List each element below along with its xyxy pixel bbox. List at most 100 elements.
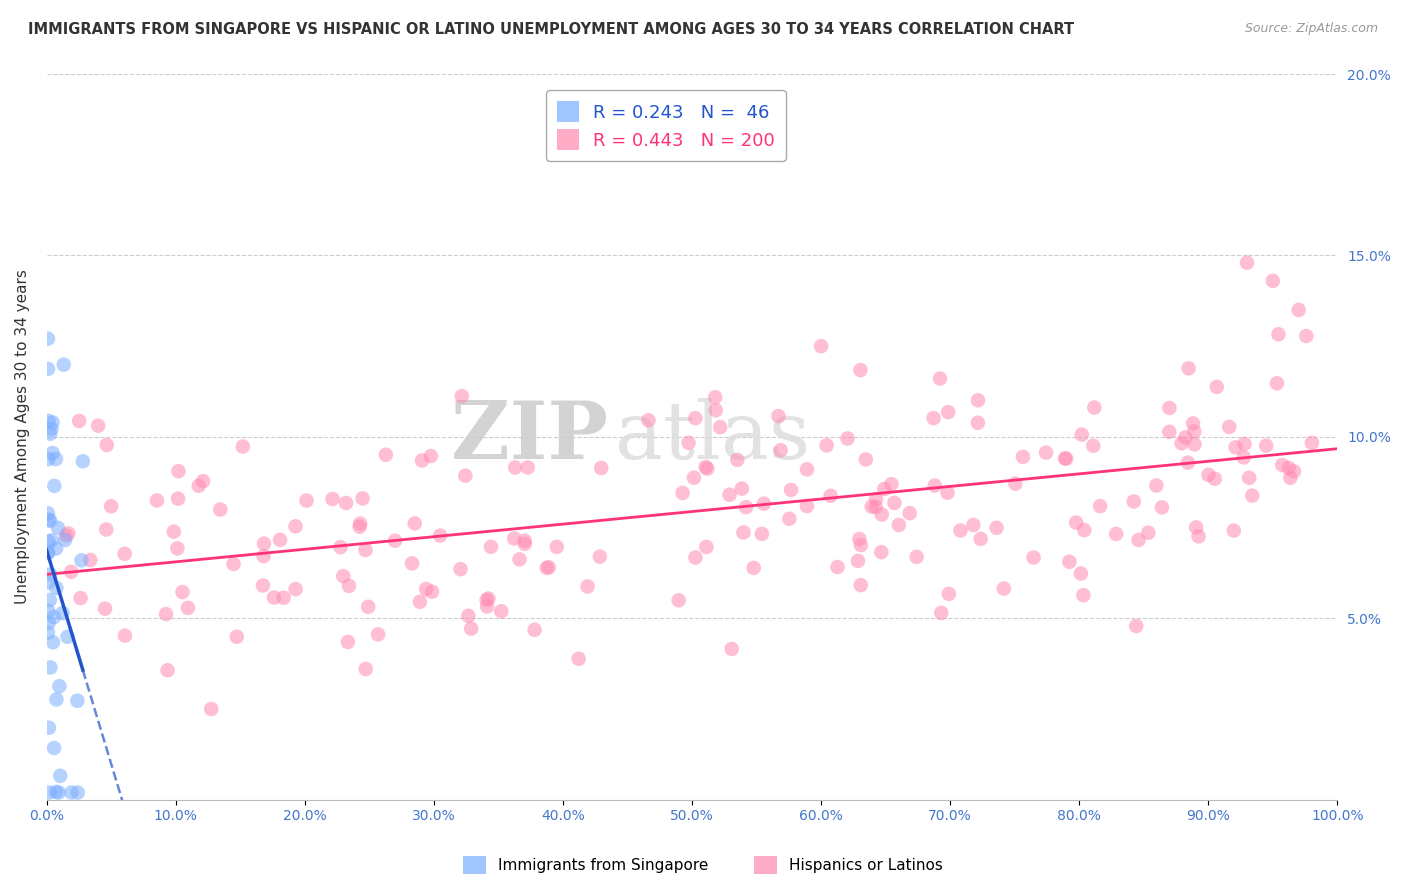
Point (100, 500, 122, 514)
Point (855, 452, 877, 467)
Point (1271, 458, 1294, 472)
Point (1267, 327, 1289, 342)
Point (546, 540, 568, 554)
Point (367, 627, 389, 641)
Point (962, 518, 984, 533)
Text: Source: ZipAtlas.com: Source: ZipAtlas.com (1244, 22, 1378, 36)
Point (924, 478, 946, 492)
Point (44, 479, 66, 493)
Point (87, 418, 110, 433)
Point (905, 549, 928, 564)
Point (1185, 520, 1208, 534)
Point (354, 543, 377, 558)
Point (172, 585, 194, 599)
Point (166, 541, 188, 556)
Point (1088, 499, 1111, 513)
Point (295, 493, 318, 508)
Point (685, 550, 707, 565)
Point (1256, 439, 1278, 453)
Point (449, 562, 471, 576)
Point (69, 591, 91, 606)
Point (848, 532, 870, 546)
Point (225, 630, 247, 644)
Point (709, 420, 731, 434)
Point (1301, 435, 1323, 450)
Point (37, 362, 59, 376)
Point (1174, 430, 1197, 444)
Point (263, 591, 285, 605)
Point (58, 526, 80, 541)
Point (39, 567, 62, 582)
Point (477, 591, 499, 606)
Point (810, 339, 832, 353)
Point (780, 483, 803, 497)
Point (1278, 461, 1301, 475)
Point (38, 785, 60, 799)
Point (938, 587, 960, 601)
Point (516, 460, 538, 475)
Point (1083, 439, 1105, 453)
Point (429, 528, 451, 542)
Point (513, 537, 536, 551)
Point (384, 533, 406, 548)
Point (79, 553, 101, 567)
Point (329, 540, 352, 554)
Point (409, 595, 432, 609)
Text: ZIP: ZIP (451, 398, 609, 476)
Point (735, 500, 758, 515)
Point (66, 785, 89, 799)
Point (1177, 361, 1199, 376)
Point (53, 533, 76, 547)
Point (523, 623, 546, 637)
Point (67, 414, 90, 428)
Point (1035, 445, 1057, 459)
Point (349, 520, 371, 534)
Point (37, 506, 59, 520)
Point (1233, 437, 1256, 451)
Point (37, 546, 59, 560)
Point (55, 528, 77, 542)
Point (357, 599, 380, 614)
Point (38, 615, 60, 630)
Text: IMMIGRANTS FROM SINGAPORE VS HISPANIC OR LATINO UNEMPLOYMENT AMONG AGES 30 TO 34: IMMIGRANTS FROM SINGAPORE VS HISPANIC OR… (28, 22, 1074, 37)
Point (200, 702, 222, 716)
Point (1070, 566, 1092, 581)
Point (1241, 489, 1264, 503)
Point (374, 448, 396, 462)
Point (591, 461, 613, 475)
Point (420, 449, 443, 463)
Point (56, 630, 79, 644)
Point (1159, 401, 1181, 415)
Point (37, 625, 59, 640)
Point (967, 393, 990, 408)
Point (1064, 516, 1087, 530)
Point (96, 523, 118, 537)
Point (38, 593, 60, 607)
Point (1004, 476, 1026, 491)
Point (1198, 467, 1220, 482)
Point (70, 553, 93, 567)
Point (252, 578, 274, 592)
Point (332, 569, 354, 583)
Point (491, 604, 513, 618)
Point (922, 411, 945, 425)
Point (450, 389, 472, 403)
Point (1265, 376, 1288, 391)
Point (503, 460, 526, 475)
Point (929, 371, 952, 385)
Point (96, 438, 118, 452)
Point (352, 491, 374, 506)
Point (335, 496, 357, 510)
Point (733, 525, 755, 540)
Point (731, 482, 754, 496)
Point (752, 497, 775, 511)
Point (114, 629, 136, 643)
Point (401, 557, 423, 571)
Point (837, 432, 859, 446)
Point (929, 606, 952, 620)
Point (45, 452, 67, 467)
Point (114, 547, 136, 561)
Point (1282, 464, 1305, 478)
Point (1122, 494, 1144, 508)
Point (479, 540, 502, 554)
